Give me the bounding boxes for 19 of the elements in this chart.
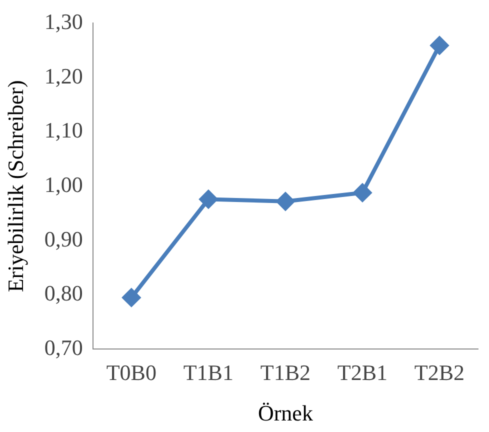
- y-tick-label: 1,20: [44, 63, 83, 88]
- y-tick-label: 0,90: [44, 226, 83, 252]
- point: [353, 184, 372, 202]
- point: [199, 190, 218, 208]
- x-tick-label: T1B2: [260, 360, 311, 386]
- y-tick-label: 0,80: [44, 280, 83, 306]
- y-axis-title: Eriyebilirlik (Schreiber): [2, 80, 28, 292]
- x-tick-label: T0B0: [106, 360, 156, 386]
- point: [276, 192, 294, 210]
- x-tick-label: T1B1: [183, 360, 234, 386]
- x-axis-title: Örnek: [258, 400, 313, 426]
- y-tick-label: 1,10: [44, 118, 83, 143]
- point: [122, 288, 140, 307]
- x-tick-label: T2B2: [414, 360, 465, 386]
- point: [430, 36, 448, 54]
- y-tick-label: 0,70: [44, 334, 83, 360]
- y-tick-label: 1,00: [44, 172, 83, 197]
- y-tick-label: 1,30: [44, 8, 83, 34]
- x-tick-label: T2B1: [337, 360, 388, 386]
